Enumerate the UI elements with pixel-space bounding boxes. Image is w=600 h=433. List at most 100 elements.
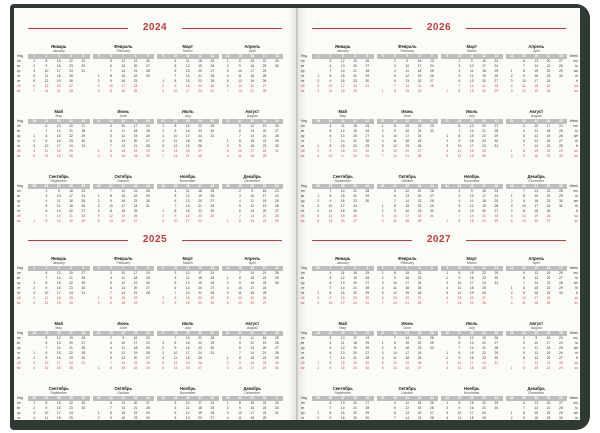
day-cell: 28 (559, 406, 563, 410)
day-cell: 24 (69, 291, 73, 295)
month-name-ru: Апрель (528, 256, 545, 261)
week-number: 48 (210, 396, 215, 400)
week-number: 5 (381, 54, 384, 58)
day-cell: 16 (185, 301, 190, 305)
day-cell: 20 (546, 401, 551, 405)
day-cell: 19 (353, 346, 357, 350)
day-row: 1 8 15 22 29 (506, 69, 568, 74)
day-cell: 11 (470, 69, 474, 73)
weekday-label: пт (301, 79, 313, 84)
day-cell: 11 (44, 74, 49, 78)
month-header: Апрель April (506, 44, 568, 54)
month-name-en: September (50, 179, 68, 183)
day-row: 4 11 18 25 (222, 416, 284, 420)
day-cell: 5 (174, 194, 177, 198)
day-cell: 4 (381, 286, 384, 290)
day-cell: 18 (121, 209, 126, 213)
day-cell: 22 (69, 134, 73, 138)
day-cell (206, 366, 218, 371)
day-cell: 28 (559, 144, 563, 148)
day-cell: 3 (381, 214, 384, 218)
day-cell: 29 (146, 194, 150, 198)
week-number: 45 (173, 184, 178, 188)
day-row: 2 9 16 23 30 (28, 64, 90, 69)
day-cell: 12 (405, 189, 410, 193)
day-cell: 23 (353, 366, 357, 370)
day-cell: 28 (146, 144, 150, 148)
day-cell: 15 (121, 296, 126, 300)
day-cell: 3 (446, 361, 449, 365)
day-row: 1 8 15 22 29 (28, 219, 90, 224)
day-row: 3 10 17 24 31 (93, 204, 155, 209)
day-cell: 14 (340, 406, 345, 410)
day-cell: 7 (523, 281, 525, 285)
day-cell: 16 (340, 199, 345, 203)
day-cell: 18 (469, 366, 474, 370)
day-cell: 9 (329, 149, 332, 153)
day-cell: 10 (328, 84, 333, 88)
weekday-label: вт (301, 64, 313, 69)
week-numbers: 18 19 20 21 22 (312, 119, 374, 124)
day-row: 1 8 15 22 29 (377, 204, 439, 209)
month-name-en: July (468, 114, 475, 118)
week-number: 20 (340, 331, 345, 335)
day-cell: 24 (69, 69, 73, 73)
day-cell: 16 (482, 59, 486, 63)
day-cell: 2 (446, 139, 449, 143)
day-row: 6 13 20 27 (222, 209, 284, 214)
month-name-en: August (530, 326, 542, 330)
day-cell: 5 (446, 291, 449, 295)
day-cell: 7 (394, 416, 396, 420)
weekday-label: ср (301, 199, 313, 204)
month-header: Июль July (441, 321, 503, 331)
day-cell: 20 (546, 59, 551, 63)
week-number: 33 (534, 119, 539, 123)
month-name-ru: Февраль (113, 256, 133, 261)
day-row: 2 9 16 23 30 (441, 276, 503, 281)
weekday-label: пн (301, 271, 313, 276)
day-cell: 8 (45, 219, 48, 223)
day-cell: 29 (275, 276, 279, 280)
day-cell: 17 (198, 271, 202, 275)
day-row: 7 14 21 28 (377, 301, 439, 306)
day-cell: 9 (329, 296, 332, 300)
day-cell: 1 (162, 341, 165, 345)
day-cell: 10 (534, 341, 539, 345)
day-row: 1 8 15 22 29 (312, 194, 374, 199)
week-number: 15 (522, 54, 526, 58)
week-numbers: 26 27 28 29 30 (441, 331, 503, 336)
day-cell: 11 (470, 199, 474, 203)
day-cell: 12 (340, 129, 345, 133)
day-cell: 10 (328, 154, 333, 158)
week-numbers: 9 10 11 12 13 (157, 266, 219, 271)
day-cell: 8 (174, 209, 177, 213)
year-title: 2027 (426, 234, 452, 245)
day-cell: 17 (250, 411, 255, 415)
weekday-label: вс (17, 366, 21, 370)
day-cell: 17 (534, 204, 539, 208)
week-number: 20 (56, 331, 61, 335)
day-row: 5 12 19 26 (377, 361, 439, 366)
day-cell: 8 (523, 69, 525, 73)
month-name-en: March (183, 261, 193, 265)
day-cell: 28 (559, 64, 563, 68)
day-cell: 18 (262, 199, 267, 203)
day-row: 2 9 16 23 30 (157, 346, 219, 351)
day-cell: 11 (238, 74, 242, 78)
day-cell: 7 (110, 189, 112, 193)
week-number: 16 (250, 54, 255, 58)
day-cell: 18 (198, 189, 202, 193)
day-cell: 18 (250, 416, 255, 420)
day-cell: 29 (365, 144, 370, 148)
week-number: 3 (341, 54, 344, 58)
week-number: 19 (328, 331, 333, 335)
day-cell: 9 (239, 64, 241, 68)
month-august: Август August 31 32 33 34 35 4 11 18 25 5 12 19 26 6 13 2… (221, 321, 283, 371)
day-cell: 8 (174, 79, 177, 83)
day-cell: 9 (110, 301, 112, 305)
day-cell: 21 (417, 199, 422, 203)
month-header: Июнь June (377, 109, 439, 119)
week-number: 39 (353, 184, 357, 188)
week-number: 7 (122, 266, 125, 270)
day-cell: 19 (262, 341, 267, 345)
